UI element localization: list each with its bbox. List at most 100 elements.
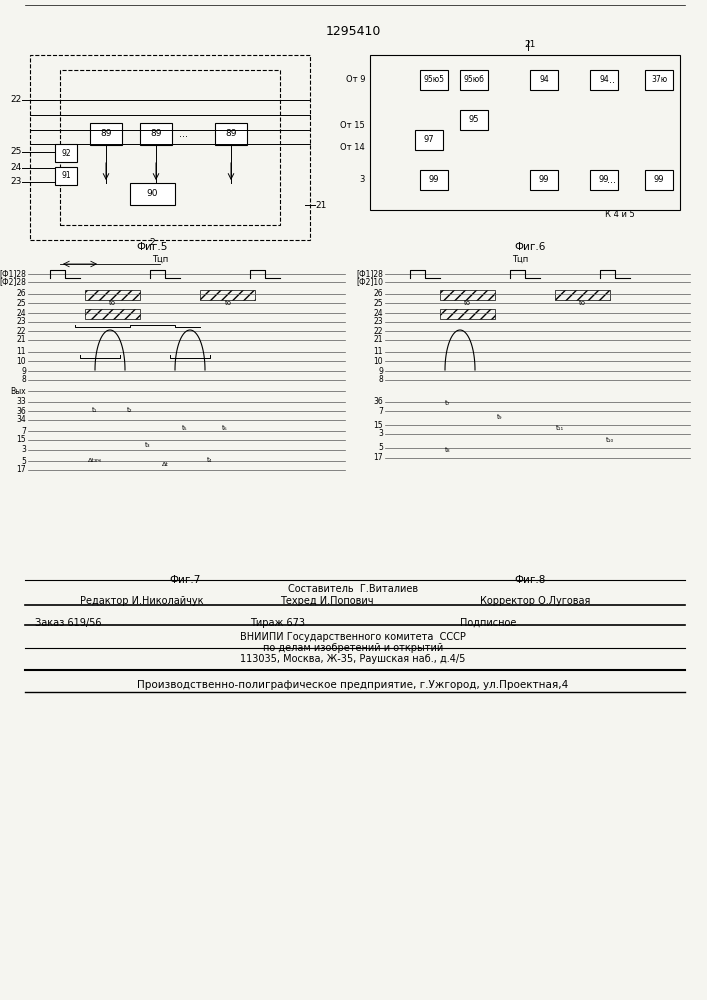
Text: t₅: t₅	[182, 425, 188, 431]
Text: 95юб: 95юб	[464, 76, 484, 85]
Text: 2: 2	[149, 238, 155, 247]
Text: 22: 22	[373, 326, 383, 336]
Text: Техред И.Попович: Техред И.Попович	[280, 596, 373, 606]
Text: t₉: t₉	[497, 414, 503, 420]
Text: Тцп: Тцп	[512, 255, 528, 264]
Text: ..: ..	[609, 75, 615, 85]
Text: t₁₁: t₁₁	[556, 425, 564, 431]
Bar	[200, 290, 255, 300]
Text: Фиг.7: Фиг.7	[169, 575, 201, 585]
Bar	[645, 170, 673, 190]
Text: 33: 33	[16, 397, 26, 406]
Text: 90: 90	[146, 190, 158, 198]
Text: 36: 36	[16, 406, 26, 416]
Text: t₇: t₇	[445, 400, 451, 406]
Text: Фиг.6: Фиг.6	[514, 242, 546, 252]
Text: t₁₀: t₁₀	[606, 437, 614, 443]
Text: 5: 5	[21, 456, 26, 466]
Text: tо: tо	[578, 300, 585, 306]
Text: К 4 и 5: К 4 и 5	[605, 210, 635, 219]
Text: 21: 21	[525, 40, 536, 49]
Text: Тцп: Тцп	[152, 255, 168, 264]
Text: Корректор О.Луговая: Корректор О.Луговая	[480, 596, 590, 606]
Text: 89: 89	[100, 129, 112, 138]
Bar	[85, 290, 140, 300]
Text: ...: ...	[178, 129, 187, 139]
Text: 1295410: 1295410	[325, 25, 380, 38]
Text: 26: 26	[373, 290, 383, 298]
Text: 8: 8	[21, 375, 26, 384]
Text: 7: 7	[378, 406, 383, 416]
Text: 99: 99	[654, 176, 665, 184]
Text: t₃: t₃	[145, 442, 151, 448]
Text: 97: 97	[423, 135, 434, 144]
Text: 99: 99	[539, 176, 549, 184]
Bar	[85, 309, 140, 319]
Text: t₄: t₄	[207, 457, 213, 463]
Text: Δt: Δt	[162, 462, 168, 468]
Bar	[370, 55, 680, 210]
Bar	[590, 170, 618, 190]
Text: 37ю: 37ю	[651, 76, 667, 85]
Bar	[530, 70, 558, 90]
Bar	[440, 309, 495, 319]
Text: 21: 21	[315, 200, 327, 210]
Bar	[55, 144, 77, 162]
Text: 92: 92	[62, 148, 71, 157]
Bar	[30, 55, 310, 240]
Text: 15: 15	[16, 436, 26, 444]
Text: tо: tо	[464, 300, 470, 306]
Text: Вых: Вых	[11, 386, 26, 395]
Text: 9: 9	[21, 366, 26, 375]
Text: 22: 22	[11, 96, 22, 104]
Text: 9: 9	[378, 366, 383, 375]
Bar	[55, 167, 77, 185]
Text: 95: 95	[469, 115, 479, 124]
Text: 11: 11	[16, 348, 26, 357]
Text: tо: tо	[225, 300, 231, 306]
Text: t₂: t₂	[127, 407, 133, 413]
Text: 17: 17	[373, 454, 383, 462]
Text: 25: 25	[11, 147, 22, 156]
Text: 23: 23	[16, 318, 26, 326]
Text: по делам изобретений и открытий: по делам изобретений и открытий	[263, 643, 443, 653]
Text: tо: tо	[108, 300, 115, 306]
Text: 94: 94	[599, 76, 609, 85]
Text: [Ф2]28: [Ф2]28	[0, 277, 26, 286]
Text: 36: 36	[373, 397, 383, 406]
Text: 25: 25	[16, 298, 26, 308]
Bar	[420, 170, 448, 190]
Bar	[645, 70, 673, 90]
Text: [Ф1]28: [Ф1]28	[0, 269, 26, 278]
Text: [Ф1]28: [Ф1]28	[356, 269, 383, 278]
Bar	[415, 130, 443, 150]
Text: 95ю5: 95ю5	[423, 76, 445, 85]
Text: 17: 17	[16, 466, 26, 475]
Bar	[215, 123, 247, 145]
Bar	[420, 70, 448, 90]
Text: [Ф2]10: [Ф2]10	[356, 277, 383, 286]
Bar	[530, 170, 558, 190]
Text: 21: 21	[16, 336, 26, 344]
Bar	[140, 123, 172, 145]
Text: 22: 22	[16, 326, 26, 336]
Text: 24: 24	[373, 308, 383, 318]
Bar	[590, 70, 618, 90]
Text: 15: 15	[373, 420, 383, 430]
Text: 99: 99	[599, 176, 609, 184]
Text: 89: 89	[226, 129, 237, 138]
Bar	[60, 70, 280, 225]
Text: 24: 24	[16, 308, 26, 318]
Text: 91: 91	[62, 172, 71, 180]
Text: 113035, Москва, Ж-35, Раушская наб., д.4/5: 113035, Москва, Ж-35, Раушская наб., д.4…	[240, 654, 466, 664]
Text: t₆: t₆	[222, 425, 228, 431]
Text: Заказ 619/56: Заказ 619/56	[35, 618, 102, 628]
Bar	[460, 70, 488, 90]
Text: Производственно-полиграфическое предприятие, г.Ужгород, ул.Проектная,4: Производственно-полиграфическое предприя…	[137, 680, 568, 690]
Text: 7: 7	[21, 426, 26, 436]
Text: Фиг.5: Фиг.5	[136, 242, 168, 252]
Text: 34: 34	[16, 416, 26, 424]
Text: От 9: От 9	[346, 76, 365, 85]
Text: ...: ...	[607, 175, 617, 185]
Bar	[555, 290, 610, 300]
